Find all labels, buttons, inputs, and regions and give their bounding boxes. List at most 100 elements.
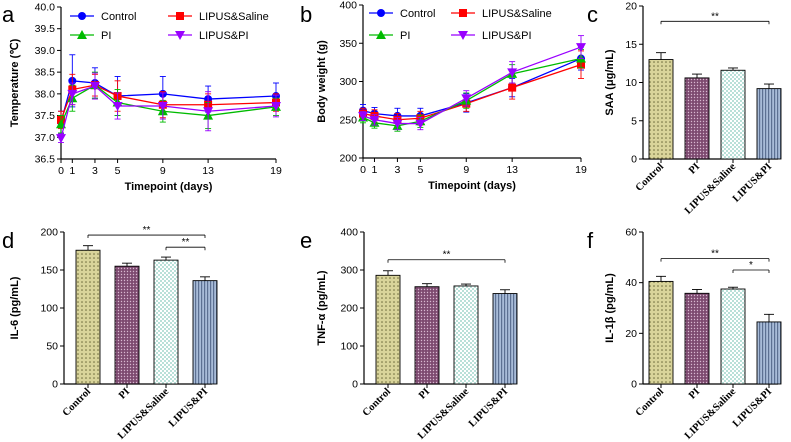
bar-lipus-saline (720, 288, 746, 385)
legend-label: PI (400, 30, 410, 42)
panel-letter-d: d (2, 228, 14, 253)
category-label: LIPUS&PI (731, 386, 774, 429)
y-tick-label: 400 (340, 227, 358, 239)
x-axis-label: Timepoint (days) (125, 181, 213, 193)
category-label: Control (634, 386, 666, 418)
data-point (112, 102, 123, 112)
panel-letter-a: a (2, 2, 15, 27)
y-tick-label: 39.5 (35, 23, 56, 35)
data-point (203, 107, 214, 117)
series-line-control (362, 57, 582, 117)
y-tick-label: 5 (631, 115, 637, 127)
x-tick-label: 9 (463, 164, 469, 176)
x-tick-label: 9 (160, 165, 166, 177)
bar-pi (684, 77, 710, 160)
panel-letter-b: b (300, 2, 312, 27)
y-tick-label: 0 (352, 379, 358, 391)
legend-label: LIPUS&Saline (199, 11, 269, 23)
category-label: PI (117, 386, 132, 401)
y-tick-label: 50 (46, 341, 58, 353)
y-axis-label: SAA (μg/mL) (604, 49, 616, 116)
significance-label: ** (711, 249, 719, 260)
data-point (157, 102, 168, 112)
series-line-lipus-pi (362, 46, 582, 125)
y-tick-label: 200 (340, 303, 358, 315)
bar-control (75, 249, 101, 385)
data-point (369, 115, 380, 125)
data-point (508, 83, 517, 92)
y-tick-label: 20 (625, 328, 637, 340)
y-tick-label: 350 (339, 38, 357, 50)
bar-lipus-saline (720, 69, 746, 160)
bar-lipus-saline (453, 285, 479, 385)
x-tick-label: 13 (202, 165, 214, 177)
bar-pi (684, 292, 710, 385)
y-tick-label: 15 (625, 39, 637, 51)
bar-lipus-saline (153, 259, 179, 385)
bar-control (375, 274, 401, 385)
category-label: PI (687, 161, 702, 176)
category-label: Control (361, 386, 393, 418)
y-tick-label: 100 (40, 303, 58, 315)
y-tick-label: 40.0 (35, 2, 56, 14)
x-tick-label: 5 (115, 165, 121, 177)
bar-control (648, 280, 674, 385)
y-tick-label: 200 (40, 227, 58, 239)
legend-swatch-marker (377, 9, 385, 17)
bar-pi (114, 265, 140, 385)
x-tick-label: 5 (417, 164, 423, 176)
legend-label: LIPUS&PI (482, 30, 532, 42)
significance-label: ** (182, 237, 190, 248)
y-tick-label: 100 (340, 341, 358, 353)
legend-swatch-marker (78, 12, 86, 20)
data-point (415, 119, 426, 129)
category-label: LIPUS&PI (167, 386, 210, 429)
y-tick-label: 38.0 (35, 88, 56, 100)
y-tick-label: 0 (631, 154, 637, 166)
legend-label: LIPUS&Saline (482, 8, 552, 20)
data-point (576, 43, 586, 53)
x-tick-label: 3 (92, 165, 98, 177)
legend-swatch-marker (176, 12, 184, 20)
bar-lipus-pi (756, 321, 782, 385)
y-tick-label: 300 (340, 265, 358, 277)
y-tick-label: 300 (339, 76, 357, 88)
category-label: Control (61, 386, 93, 418)
significance-label: ** (443, 250, 451, 261)
y-axis-label: Temperature (℃) (9, 38, 21, 127)
data-point (271, 102, 281, 112)
y-tick-label: 39.0 (35, 45, 56, 57)
data-point (67, 89, 78, 99)
y-axis-label: IL-1β (pg/mL) (604, 273, 616, 343)
legend-swatch-marker (458, 31, 468, 40)
data-point (461, 94, 472, 104)
panel-letter-f: f (587, 228, 594, 253)
y-tick-label: 150 (40, 265, 58, 277)
legend-label: PI (101, 30, 111, 42)
y-tick-label: 0 (52, 379, 58, 391)
panel-letter-c: c (587, 2, 598, 27)
category-label: LIPUS&PI (467, 386, 510, 429)
data-point (392, 119, 403, 129)
legend-swatch-marker (376, 30, 386, 39)
legend-swatch-marker (77, 30, 87, 39)
bar-lipus-pi (756, 88, 782, 160)
chart-tnf-alpha: 0 100 200 300 400 TNF-α (pg/mL) Control PI LIPUS… (316, 227, 518, 442)
legend-label: Control (400, 8, 435, 20)
category-label: PI (687, 386, 702, 401)
y-tick-label: 37.5 (35, 110, 56, 122)
bar-control (648, 59, 674, 160)
y-tick-label: 40 (625, 277, 637, 289)
x-tick-label: 1 (372, 164, 378, 176)
panel-letter-e: e (300, 228, 312, 253)
y-tick-label: 60 (625, 227, 637, 239)
significance-label: ** (143, 225, 151, 236)
category-label: LIPUS&PI (731, 161, 774, 204)
legend-label: LIPUS&PI (199, 30, 249, 42)
y-tick-label: 10 (625, 77, 637, 89)
